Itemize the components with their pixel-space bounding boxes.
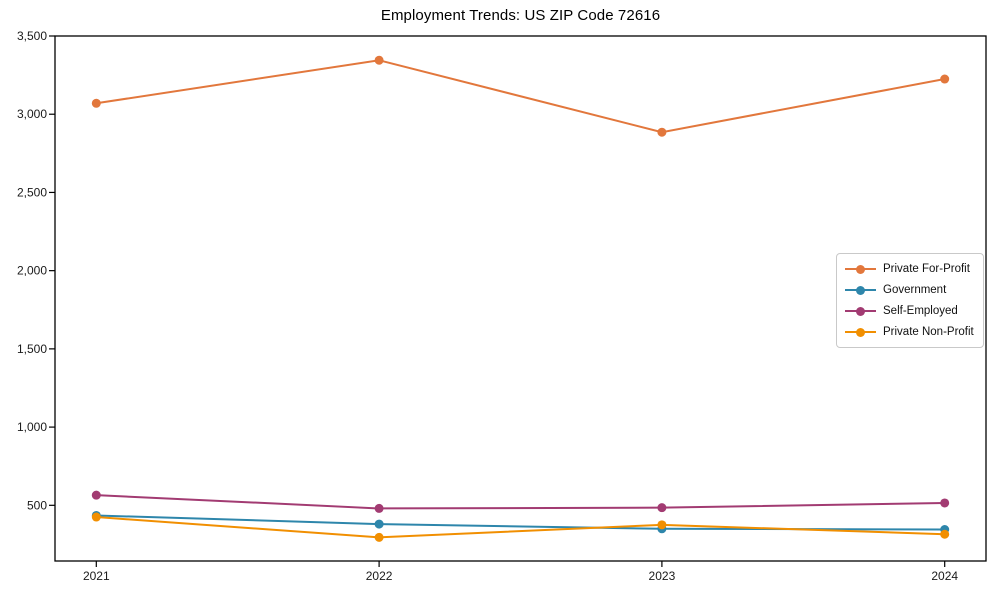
legend-item: Private Non-Profit: [845, 323, 974, 341]
data-point: [657, 503, 667, 513]
x-tick-label: 2021: [83, 569, 110, 583]
data-point: [657, 520, 667, 530]
series-line: [95, 494, 946, 510]
data-point: [374, 55, 384, 65]
series-line: [95, 514, 946, 531]
legend-item: Government: [845, 281, 974, 299]
data-point: [374, 503, 384, 513]
y-tick-label: 3,500: [17, 29, 47, 43]
y-tick-label: 1,000: [17, 420, 47, 434]
data-point: [374, 532, 384, 542]
y-tick-label: 3,000: [17, 107, 47, 121]
legend-line-marker-icon: [845, 285, 876, 295]
legend-line-marker-icon: [845, 264, 876, 274]
series-line: [95, 516, 946, 539]
y-tick-label: 2,500: [17, 185, 47, 199]
y-tick-label: 1,500: [17, 342, 47, 356]
legend-label: Government: [883, 284, 947, 296]
y-tick-label: 2,000: [17, 264, 47, 278]
legend-line-marker-icon: [845, 327, 876, 337]
x-tick-label: 2024: [931, 569, 958, 583]
data-point: [91, 98, 101, 108]
data-point: [374, 519, 384, 529]
data-point: [940, 498, 950, 508]
data-point: [91, 490, 101, 500]
legend-item: Private For-Profit: [845, 260, 974, 278]
chart-title: Employment Trends: US ZIP Code 72616: [380, 7, 661, 24]
legend-label: Private For-Profit: [883, 263, 970, 275]
legend-line-marker-icon: [845, 306, 876, 316]
legend-label: Self-Employed: [883, 305, 958, 317]
legend-item: Self-Employed: [845, 302, 974, 320]
data-point: [91, 512, 101, 522]
series-line: [95, 59, 946, 134]
data-point: [940, 74, 950, 84]
legend: Private For-Profit Government Self-Employe…: [836, 253, 984, 348]
legend-label: Private Non-Profit: [883, 326, 974, 338]
x-tick-label: 2022: [366, 569, 393, 583]
y-tick-label: 500: [27, 498, 47, 512]
axes-frame: [54, 35, 987, 562]
data-point: [657, 127, 667, 137]
x-tick-label: 2023: [649, 569, 676, 583]
data-point: [940, 529, 950, 539]
